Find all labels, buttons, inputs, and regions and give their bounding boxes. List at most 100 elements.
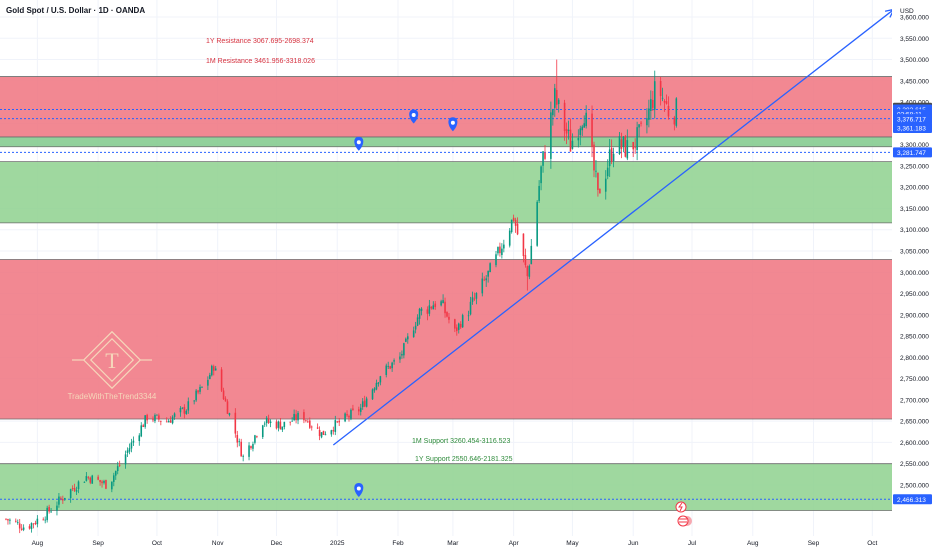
candle-body xyxy=(113,475,115,482)
x-tick-label: Oct xyxy=(867,540,877,547)
candle-body xyxy=(87,477,90,479)
candle-body xyxy=(146,414,148,421)
candle-body xyxy=(481,278,484,294)
y-tick-label: 2,500.000 xyxy=(900,482,929,489)
candle-body xyxy=(516,223,519,235)
candle-body xyxy=(69,489,72,499)
x-tick-label: Dec xyxy=(271,540,283,547)
candle-body xyxy=(552,109,554,116)
lightning-icon xyxy=(678,502,683,512)
candle-body xyxy=(226,401,229,414)
annotation-1m-resistance[interactable]: 1M Resistance 3461.956-3318.026 xyxy=(206,58,315,65)
candle-body xyxy=(448,316,450,320)
candle-body xyxy=(7,519,9,521)
resistance-zone[interactable] xyxy=(0,76,892,137)
candle-body xyxy=(165,421,168,423)
candle-body xyxy=(512,217,515,221)
candle-body xyxy=(610,147,613,162)
candle-body xyxy=(275,421,278,429)
candle-body xyxy=(185,410,188,415)
candle-body xyxy=(152,419,154,421)
candle-body xyxy=(193,400,195,402)
candle-body xyxy=(420,308,423,311)
candle-body xyxy=(64,497,66,500)
support-zone[interactable] xyxy=(0,463,892,511)
candle-body xyxy=(60,497,62,499)
candle-body xyxy=(673,117,676,125)
event-pins[interactable] xyxy=(354,109,458,498)
candle-body xyxy=(128,448,131,452)
support-zone[interactable] xyxy=(0,136,892,147)
price-axis[interactable]: 2,500.000 2,550.000 2,600.000 2,650.000 2,70… xyxy=(892,0,932,536)
price-badge-label: 3,376.717 xyxy=(897,117,926,124)
candle-body xyxy=(483,279,486,281)
price-badge-label: 3,281.747 xyxy=(897,150,926,157)
candle-body xyxy=(281,426,284,430)
candle-body xyxy=(201,386,203,388)
candle-body xyxy=(167,420,170,423)
candle-body xyxy=(211,365,213,376)
candle-body xyxy=(214,368,217,371)
price-badge[interactable] xyxy=(893,114,932,125)
candle-body xyxy=(440,301,442,306)
candle-body xyxy=(197,390,199,393)
candle-body xyxy=(154,414,156,422)
candle-body xyxy=(305,419,307,421)
candle-body xyxy=(310,426,313,428)
candle-body xyxy=(557,99,560,105)
candle-body xyxy=(289,421,291,423)
y-tick-label: 3,150.000 xyxy=(900,206,929,213)
x-tick-label: Aug xyxy=(32,540,44,547)
candle-body xyxy=(377,382,380,384)
currency-label: USD xyxy=(900,8,914,15)
news-icons[interactable] xyxy=(675,501,692,527)
x-tick-label: Jun xyxy=(628,540,639,547)
candle-body xyxy=(554,88,556,108)
annotation-1y-resistance[interactable]: 1Y Resistance 3067.695-2698.374 xyxy=(206,38,314,45)
annotation-1m-support[interactable]: 1M Support 3260.454-3116.523 xyxy=(412,438,510,445)
candle-body xyxy=(495,254,497,266)
y-tick-label: 2,700.000 xyxy=(900,397,929,404)
candle-body xyxy=(309,420,311,428)
candle-body xyxy=(540,166,542,184)
trend-line[interactable] xyxy=(332,8,895,446)
support-zone[interactable] xyxy=(0,161,892,223)
candle-series[interactable] xyxy=(5,59,678,534)
candle-body xyxy=(434,303,437,307)
candle-body xyxy=(618,136,621,154)
candle-body xyxy=(456,327,458,332)
candle-body xyxy=(42,519,45,521)
candle-body xyxy=(652,99,654,108)
candle-body xyxy=(324,434,327,436)
candle-body xyxy=(138,435,141,442)
candle-body xyxy=(224,398,227,402)
candle-body xyxy=(375,382,378,390)
candle-body xyxy=(638,124,640,128)
resistance-zone[interactable] xyxy=(0,259,892,420)
candle-body xyxy=(46,507,48,521)
candle-body xyxy=(358,409,360,412)
candle-body xyxy=(585,112,587,127)
candle-body xyxy=(597,172,599,190)
price-badge[interactable] xyxy=(893,147,932,158)
candle-body xyxy=(15,520,17,522)
time-axis[interactable]: Aug Sep Oct Nov Dec 2025 Feb Mar Apr May Jun Jul Aug… xyxy=(0,536,932,550)
candle-body xyxy=(475,292,478,299)
candle-body xyxy=(103,481,105,483)
candle-body xyxy=(85,476,88,481)
candle-body xyxy=(595,170,597,172)
candle-body xyxy=(499,246,501,254)
annotation-1y-support[interactable]: 1Y Support 2550.646-2181.325 xyxy=(415,456,513,463)
candle-body xyxy=(97,476,99,480)
candle-body xyxy=(99,479,101,483)
candle-body xyxy=(469,301,472,315)
pin-dot xyxy=(411,113,416,118)
candle-body xyxy=(318,429,321,436)
price-badge[interactable] xyxy=(893,123,932,134)
candle-body xyxy=(320,432,323,438)
price-badge[interactable] xyxy=(893,494,932,505)
candle-body xyxy=(620,139,623,149)
candle-body xyxy=(536,201,538,246)
candle-body xyxy=(48,506,50,512)
